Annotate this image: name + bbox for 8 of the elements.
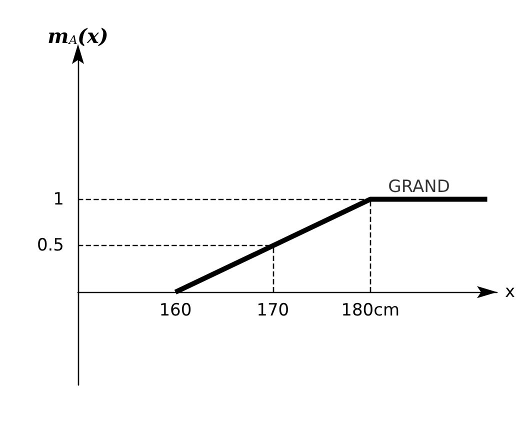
y-axis-title: mA(x) (48, 24, 108, 48)
x-axis-title: x (505, 282, 516, 302)
x-tick-label: 160 (159, 300, 192, 321)
x-tick-label: 170 (256, 300, 290, 321)
annotation: GRAND (388, 176, 450, 197)
y-tick-label: 1 (53, 189, 64, 210)
y-tick-label: 0.5 (36, 236, 64, 256)
x-tick-label: 180cm (341, 300, 400, 321)
